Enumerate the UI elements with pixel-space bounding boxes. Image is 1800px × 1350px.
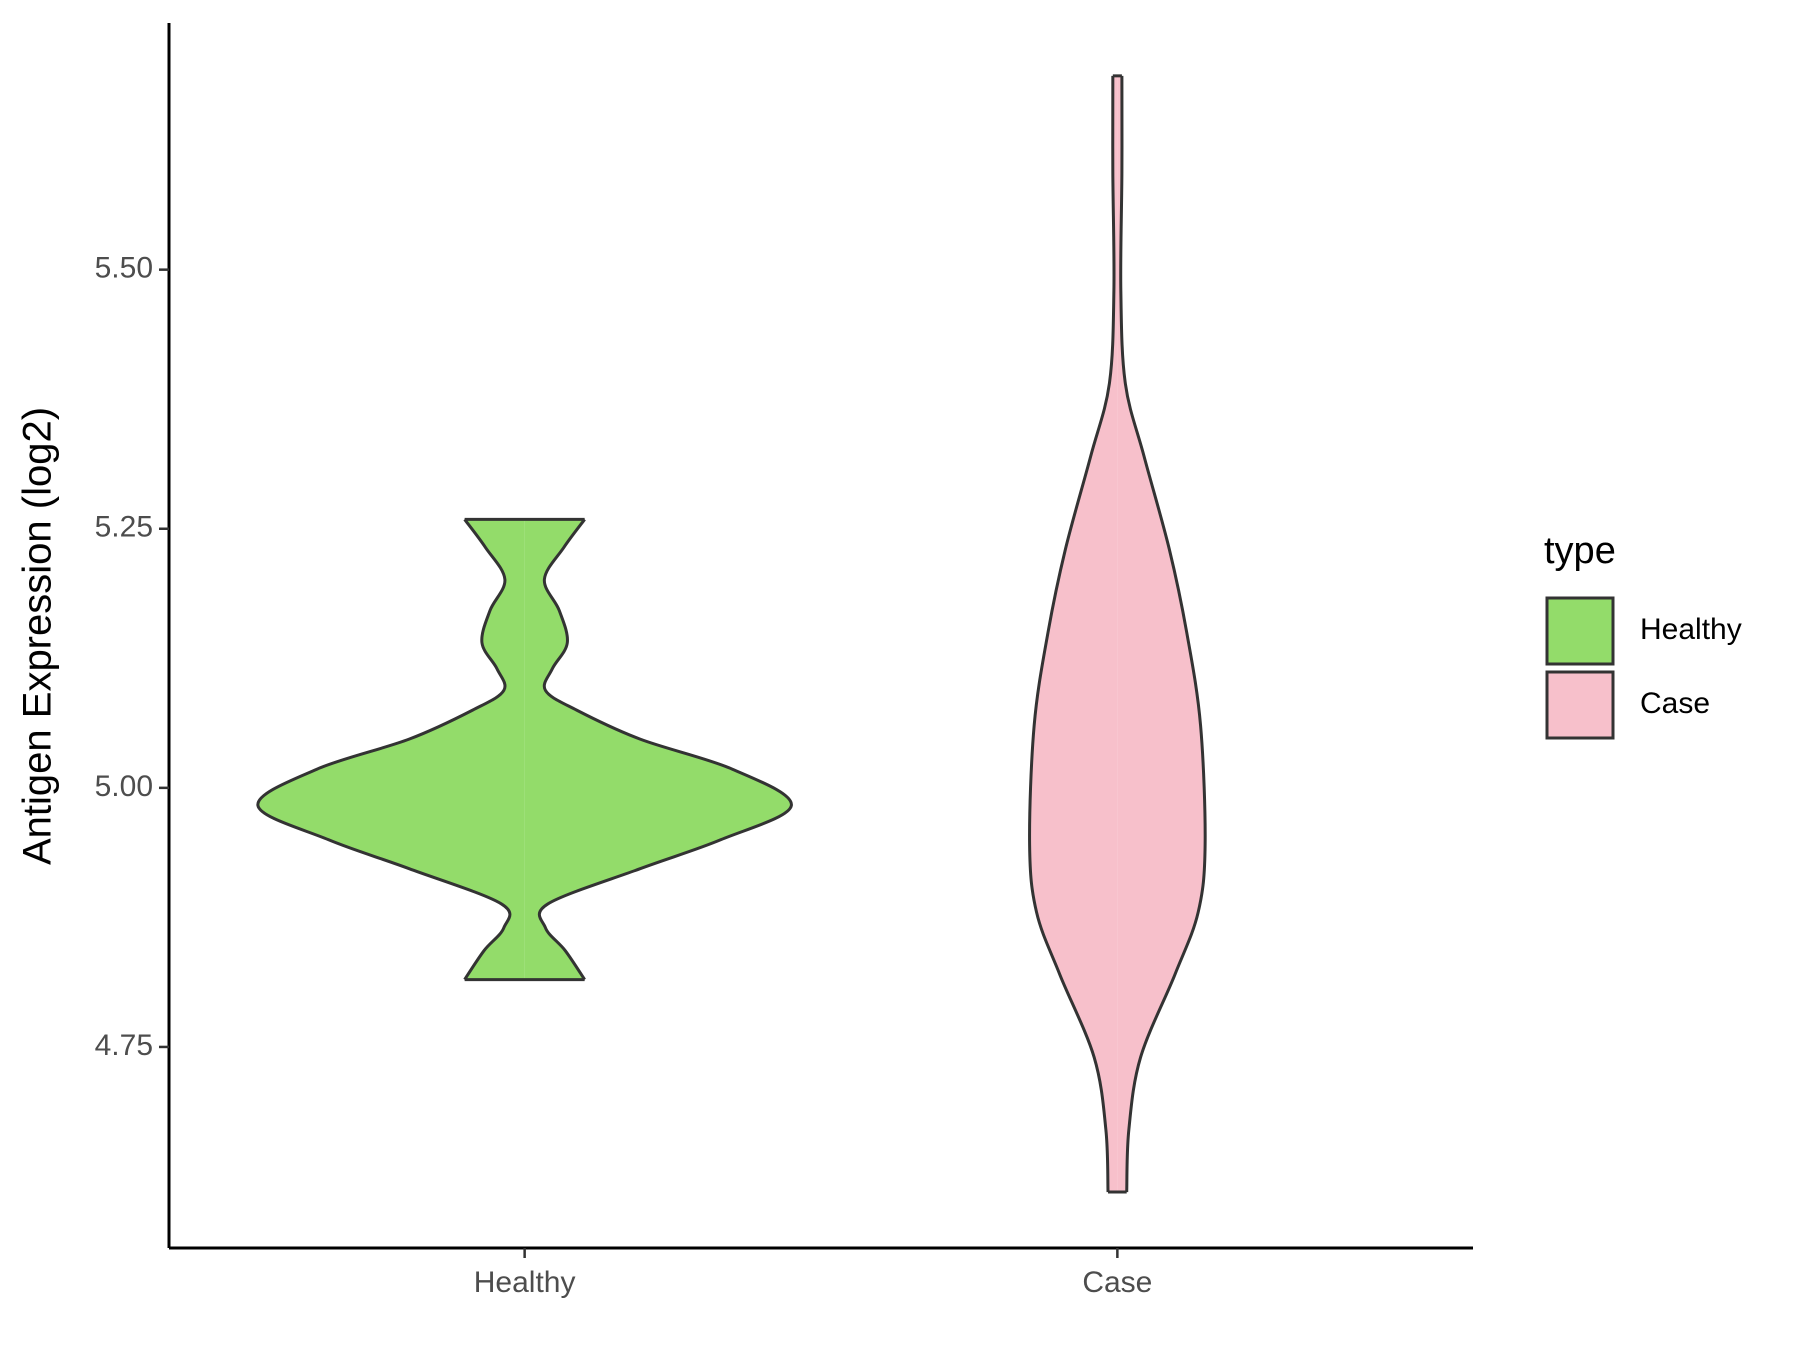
x-tick-label: Case [1082,1266,1152,1299]
y-tick-label: 5.50 [95,252,153,285]
violin-outline [537,518,793,981]
violin-fill [1117,75,1206,1193]
legend-title: type [1544,530,1616,572]
violin-fill [257,519,525,980]
violin-outline [256,518,512,981]
y-axis-label: Antigen Expression (log2) [16,407,60,865]
violin-fill [524,519,792,980]
violin-outline [1028,75,1116,1193]
y-tick-label: 4.75 [95,1029,153,1062]
violin-fill [1029,75,1118,1193]
x-tick-label: Healthy [474,1266,576,1299]
y-tick-label: 5.25 [95,511,153,544]
legend-label: Healthy [1640,613,1742,646]
y-tick-label: 5.00 [95,770,153,803]
legend-key [1545,596,1615,666]
violin-outline [1119,75,1207,1193]
legend-label: Case [1640,687,1710,720]
legend-key [1545,670,1615,740]
